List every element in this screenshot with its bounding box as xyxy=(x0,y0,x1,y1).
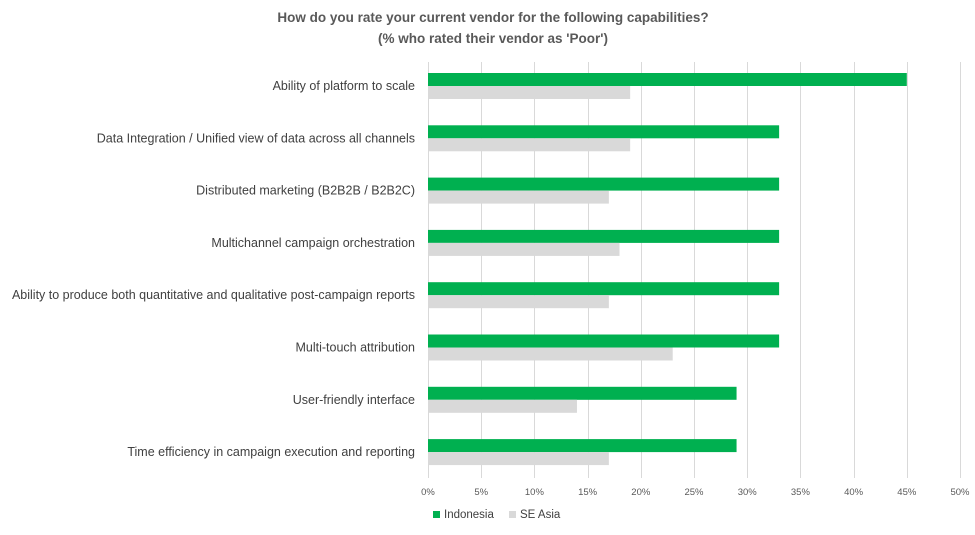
x-tick-label: 20% xyxy=(631,487,651,498)
category-label: Multichannel campaign orchestration xyxy=(211,236,415,250)
bar-se-asia xyxy=(428,138,631,152)
category-label: Time efficiency in campaign execution an… xyxy=(127,445,415,459)
x-tick-label: 5% xyxy=(474,487,488,498)
chart-subtitle: (% who rated their vendor as 'Poor') xyxy=(378,31,608,46)
category-label: Ability of platform to scale xyxy=(273,79,415,93)
x-tick-label: 35% xyxy=(791,487,811,498)
bar-se-asia xyxy=(428,190,609,204)
bar-indonesia xyxy=(428,73,907,86)
bar-indonesia xyxy=(428,386,737,400)
category-label: Multi-touch attribution xyxy=(295,341,415,355)
bar-indonesia xyxy=(428,282,780,296)
bar-se-asia xyxy=(428,347,673,361)
bar-se-asia xyxy=(428,452,609,466)
x-tick-label: 40% xyxy=(844,487,864,498)
x-tick-label: 50% xyxy=(950,487,970,498)
x-tick-label: 30% xyxy=(738,487,758,498)
x-tick-label: 25% xyxy=(684,487,704,498)
bar-se-asia xyxy=(428,399,577,413)
legend-swatch xyxy=(509,511,516,518)
bar-indonesia xyxy=(428,439,737,453)
legend-swatch xyxy=(433,511,440,518)
legend-label: Indonesia xyxy=(444,509,494,521)
x-axis-tick-labels: 0% 5% 10% 15% 20% 25% 30% 35% 40% 45% 50% xyxy=(421,487,970,498)
category-labels: Ability of platform to scale Data Integra… xyxy=(12,79,415,459)
bar-indonesia xyxy=(428,334,780,348)
x-tick-label: 45% xyxy=(897,487,917,498)
bar-se-asia xyxy=(428,295,609,309)
bar-indonesia xyxy=(428,177,780,191)
legend-label: SE Asia xyxy=(520,509,561,521)
gridlines xyxy=(428,62,961,478)
bar-se-asia xyxy=(428,242,620,256)
category-label: Data Integration / Unified view of data … xyxy=(97,131,415,145)
x-tick-label: 0% xyxy=(421,487,435,498)
x-tick-label: 15% xyxy=(578,487,598,498)
bar-indonesia xyxy=(428,125,780,139)
chart-title: How do you rate your current vendor for … xyxy=(277,10,708,25)
category-label: Ability to produce both quantitative and… xyxy=(12,288,415,302)
category-label: User-friendly interface xyxy=(293,393,415,407)
x-tick-label: 10% xyxy=(525,487,545,498)
category-label: Distributed marketing (B2B2B / B2B2C) xyxy=(196,184,415,198)
bar-se-asia xyxy=(428,86,631,99)
legend: Indonesia SE Asia xyxy=(433,509,561,521)
bars xyxy=(428,73,907,466)
bar-indonesia xyxy=(428,229,780,243)
